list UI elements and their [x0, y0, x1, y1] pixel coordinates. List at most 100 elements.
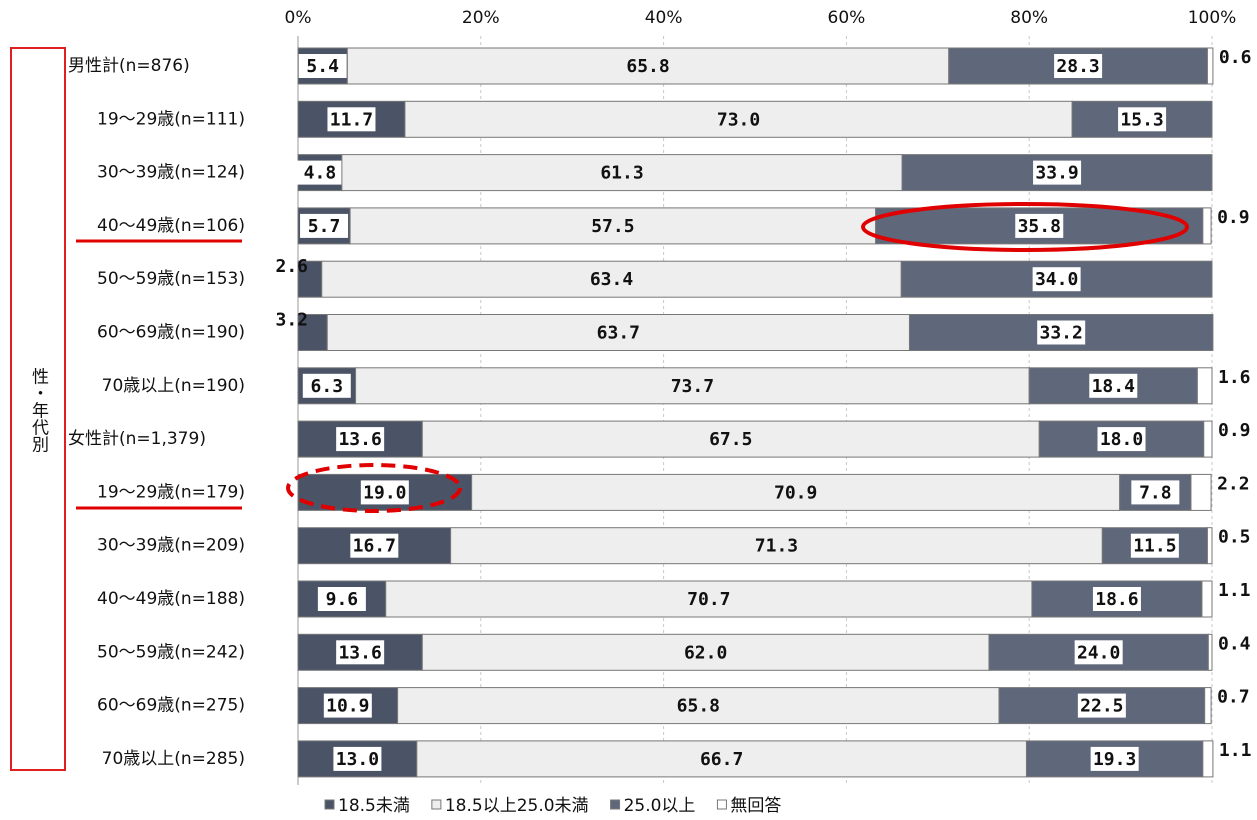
value-label-bg	[295, 160, 344, 185]
plot: 0% 20% 40% 60% 80% 100% 男性計(n=876) 5.4 65.8 28.3 0…	[68, 8, 1251, 785]
bar-segment	[1206, 527, 1213, 565]
category-label: 19～29歳(n=111)	[97, 109, 245, 129]
value-label-bg	[1118, 107, 1167, 132]
x-tick-label: 100%	[1188, 8, 1237, 28]
bar-segment	[1203, 420, 1213, 458]
value-label-bg	[333, 746, 382, 771]
category-label: 60～69歳(n=190)	[97, 323, 245, 343]
category-label: 40～49歳(n=106)	[97, 216, 245, 236]
value-label: 0.7	[1217, 687, 1250, 708]
category-label: 50～59歳(n=153)	[97, 269, 245, 289]
legend-swatch	[324, 799, 335, 810]
category-label: 19～29歳(n=179)	[97, 482, 245, 502]
value-label-bg	[300, 213, 349, 238]
category-label: 70歳以上(n=190)	[102, 376, 245, 396]
value-label: 1.1	[1219, 740, 1252, 761]
bar-segment	[1202, 740, 1214, 778]
value-label: 0.5	[1218, 527, 1251, 548]
value-label-bg	[1131, 480, 1180, 505]
value-label: 5.7	[308, 216, 341, 237]
value-label-bg	[1090, 746, 1139, 771]
bar-segment	[404, 100, 1073, 138]
side-label: 性・年代別	[28, 367, 49, 453]
value-label: 67.5	[709, 429, 752, 450]
bar-segment	[385, 580, 1033, 618]
value-label-bg	[1130, 533, 1179, 558]
bar-segment	[326, 314, 910, 351]
value-label: 1.1	[1218, 580, 1251, 601]
value-label-bg	[1092, 587, 1141, 611]
value-label-bg	[327, 107, 376, 132]
value-label-bg	[1089, 373, 1138, 398]
value-label: 13.6	[338, 642, 381, 663]
legend-swatch	[431, 799, 442, 810]
legend: 18.5未満 18.5以上25.0未満 25.0以上 無回答	[324, 796, 781, 816]
value-label: 5.4	[306, 56, 339, 77]
bar-segment	[1204, 687, 1212, 725]
value-label: 35.8	[1018, 216, 1061, 237]
bar-segment	[321, 260, 902, 298]
value-label: 11.5	[1133, 536, 1176, 557]
side-box	[10, 47, 66, 771]
value-label-bg	[336, 640, 385, 665]
value-label: 7.8	[1139, 482, 1172, 503]
category-label: 50～59歳(n=242)	[97, 642, 245, 662]
value-label-bg	[317, 587, 366, 611]
value-label: 0.4	[1218, 633, 1251, 654]
value-label-bg	[336, 427, 385, 452]
value-label: 10.9	[326, 696, 369, 717]
bar-segment	[421, 420, 1040, 458]
bar-segment	[1206, 47, 1214, 85]
value-label-bg	[1033, 160, 1082, 185]
legend-label: 無回答	[730, 796, 781, 816]
value-label: 65.8	[677, 696, 720, 717]
category-label: 女性計(n=1,379)	[68, 429, 206, 449]
value-label: 15.3	[1120, 109, 1163, 130]
value-label-bg	[350, 533, 399, 558]
value-label: 24.0	[1077, 642, 1120, 663]
value-label-bg	[298, 54, 347, 78]
value-label: 22.5	[1080, 696, 1123, 717]
legend-label: 25.0以上	[624, 796, 696, 816]
bar-segment	[349, 207, 877, 245]
value-label: 18.6	[1095, 589, 1138, 610]
value-label-bg	[1077, 693, 1126, 718]
value-label: 3.2	[275, 310, 308, 331]
value-label: 33.2	[1040, 323, 1083, 344]
value-label: 57.5	[591, 216, 634, 237]
highlight-ellipse-dashed	[286, 463, 462, 513]
value-label: 18.0	[1100, 429, 1143, 450]
side-label-text: 性・年代別	[28, 367, 49, 453]
value-label-bg	[1037, 320, 1086, 345]
x-tick-label: 40%	[645, 8, 683, 28]
value-label: 13.0	[336, 749, 379, 770]
value-label: 61.3	[600, 163, 643, 184]
x-tick-label: 0%	[285, 8, 312, 28]
value-label: 4.8	[304, 163, 337, 184]
bar-segment	[1207, 633, 1213, 671]
value-label: 2.6	[275, 256, 308, 277]
bar-segment	[1201, 580, 1213, 618]
value-label: 70.9	[774, 482, 817, 503]
bar-segment	[397, 687, 1000, 725]
bar-segment	[1190, 473, 1212, 511]
value-label: 1.6	[1218, 367, 1251, 388]
value-label: 65.8	[626, 56, 669, 77]
value-label: 62.0	[684, 642, 727, 663]
category-label: 60～69歳(n=275)	[97, 696, 245, 716]
value-label-bg	[360, 480, 409, 505]
value-label: 11.7	[330, 109, 373, 130]
value-label: 2.2	[1217, 473, 1250, 494]
value-label: 13.6	[338, 429, 381, 450]
value-label: 28.3	[1056, 56, 1099, 77]
value-label: 66.7	[700, 749, 743, 770]
x-tick-label: 60%	[828, 8, 866, 28]
category-label: 70歳以上(n=285)	[102, 749, 245, 769]
value-label: 34.0	[1035, 269, 1078, 290]
bar-segment	[450, 527, 1103, 565]
legend-label: 18.5未満	[338, 796, 410, 816]
category-label: 30～39歳(n=124)	[97, 163, 245, 183]
legend-swatch	[610, 799, 621, 810]
bar-segment	[416, 740, 1027, 778]
value-label: 73.0	[717, 109, 760, 130]
